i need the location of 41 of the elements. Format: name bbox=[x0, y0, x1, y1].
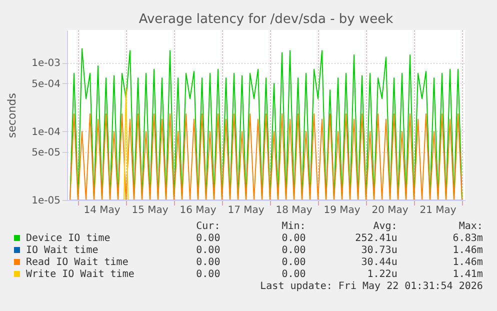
legend-label: Device IO time bbox=[26, 233, 110, 244]
text: 6.83m bbox=[452, 233, 483, 244]
x-tick-label: 21 May bbox=[420, 205, 456, 216]
x-tick-label: 16 May bbox=[180, 205, 216, 216]
text: 252.41u bbox=[355, 233, 398, 244]
y-tick-label: 1e-04 bbox=[32, 126, 60, 138]
y-tick-label: 5e-04 bbox=[32, 78, 60, 90]
text: Last update: Fri May 22 01:31:54 2026 bbox=[260, 281, 483, 292]
x-tick-label: 14 May bbox=[84, 205, 120, 216]
text: 0.00 bbox=[196, 269, 220, 280]
text: 0.00 bbox=[196, 233, 220, 244]
legend-label: IO Wait time bbox=[26, 245, 98, 256]
y-axis-title: seconds bbox=[6, 92, 19, 138]
text: 0.00 bbox=[282, 233, 306, 244]
text: 0.00 bbox=[282, 245, 306, 256]
y-tick-label: 1e-05 bbox=[32, 196, 60, 206]
text: Max: bbox=[458, 221, 483, 232]
text: Avg: bbox=[373, 221, 398, 232]
x-tick-label: 15 May bbox=[132, 205, 168, 216]
text: 1.22u bbox=[367, 269, 398, 280]
chart-title: Average latency for /dev/sda - by week bbox=[138, 12, 394, 27]
text: Min: bbox=[282, 221, 306, 232]
y-tick-label: 1e-03 bbox=[32, 58, 60, 70]
x-tick-label: 17 May bbox=[228, 205, 264, 216]
legend-label: Read IO Wait time bbox=[26, 257, 128, 268]
text: 0.00 bbox=[196, 257, 220, 268]
line-series bbox=[70, 113, 462, 200]
text: 0.00 bbox=[282, 269, 306, 280]
text: 1.46m bbox=[452, 257, 483, 268]
text: 30.44u bbox=[361, 257, 398, 268]
text: 0.00 bbox=[282, 257, 306, 268]
text: 0.00 bbox=[196, 245, 220, 256]
text: 1.46m bbox=[452, 245, 483, 256]
x-tick-label: 19 May bbox=[324, 205, 360, 216]
x-tick-label: 18 May bbox=[276, 205, 312, 216]
text: Cur: bbox=[196, 221, 220, 232]
text: 30.73u bbox=[361, 245, 398, 256]
text: 1.41m bbox=[452, 269, 483, 280]
x-tick-label: 20 May bbox=[372, 205, 408, 216]
legend-label: Write IO Wait time bbox=[26, 269, 134, 280]
y-tick-label: 5e-05 bbox=[32, 148, 60, 159]
